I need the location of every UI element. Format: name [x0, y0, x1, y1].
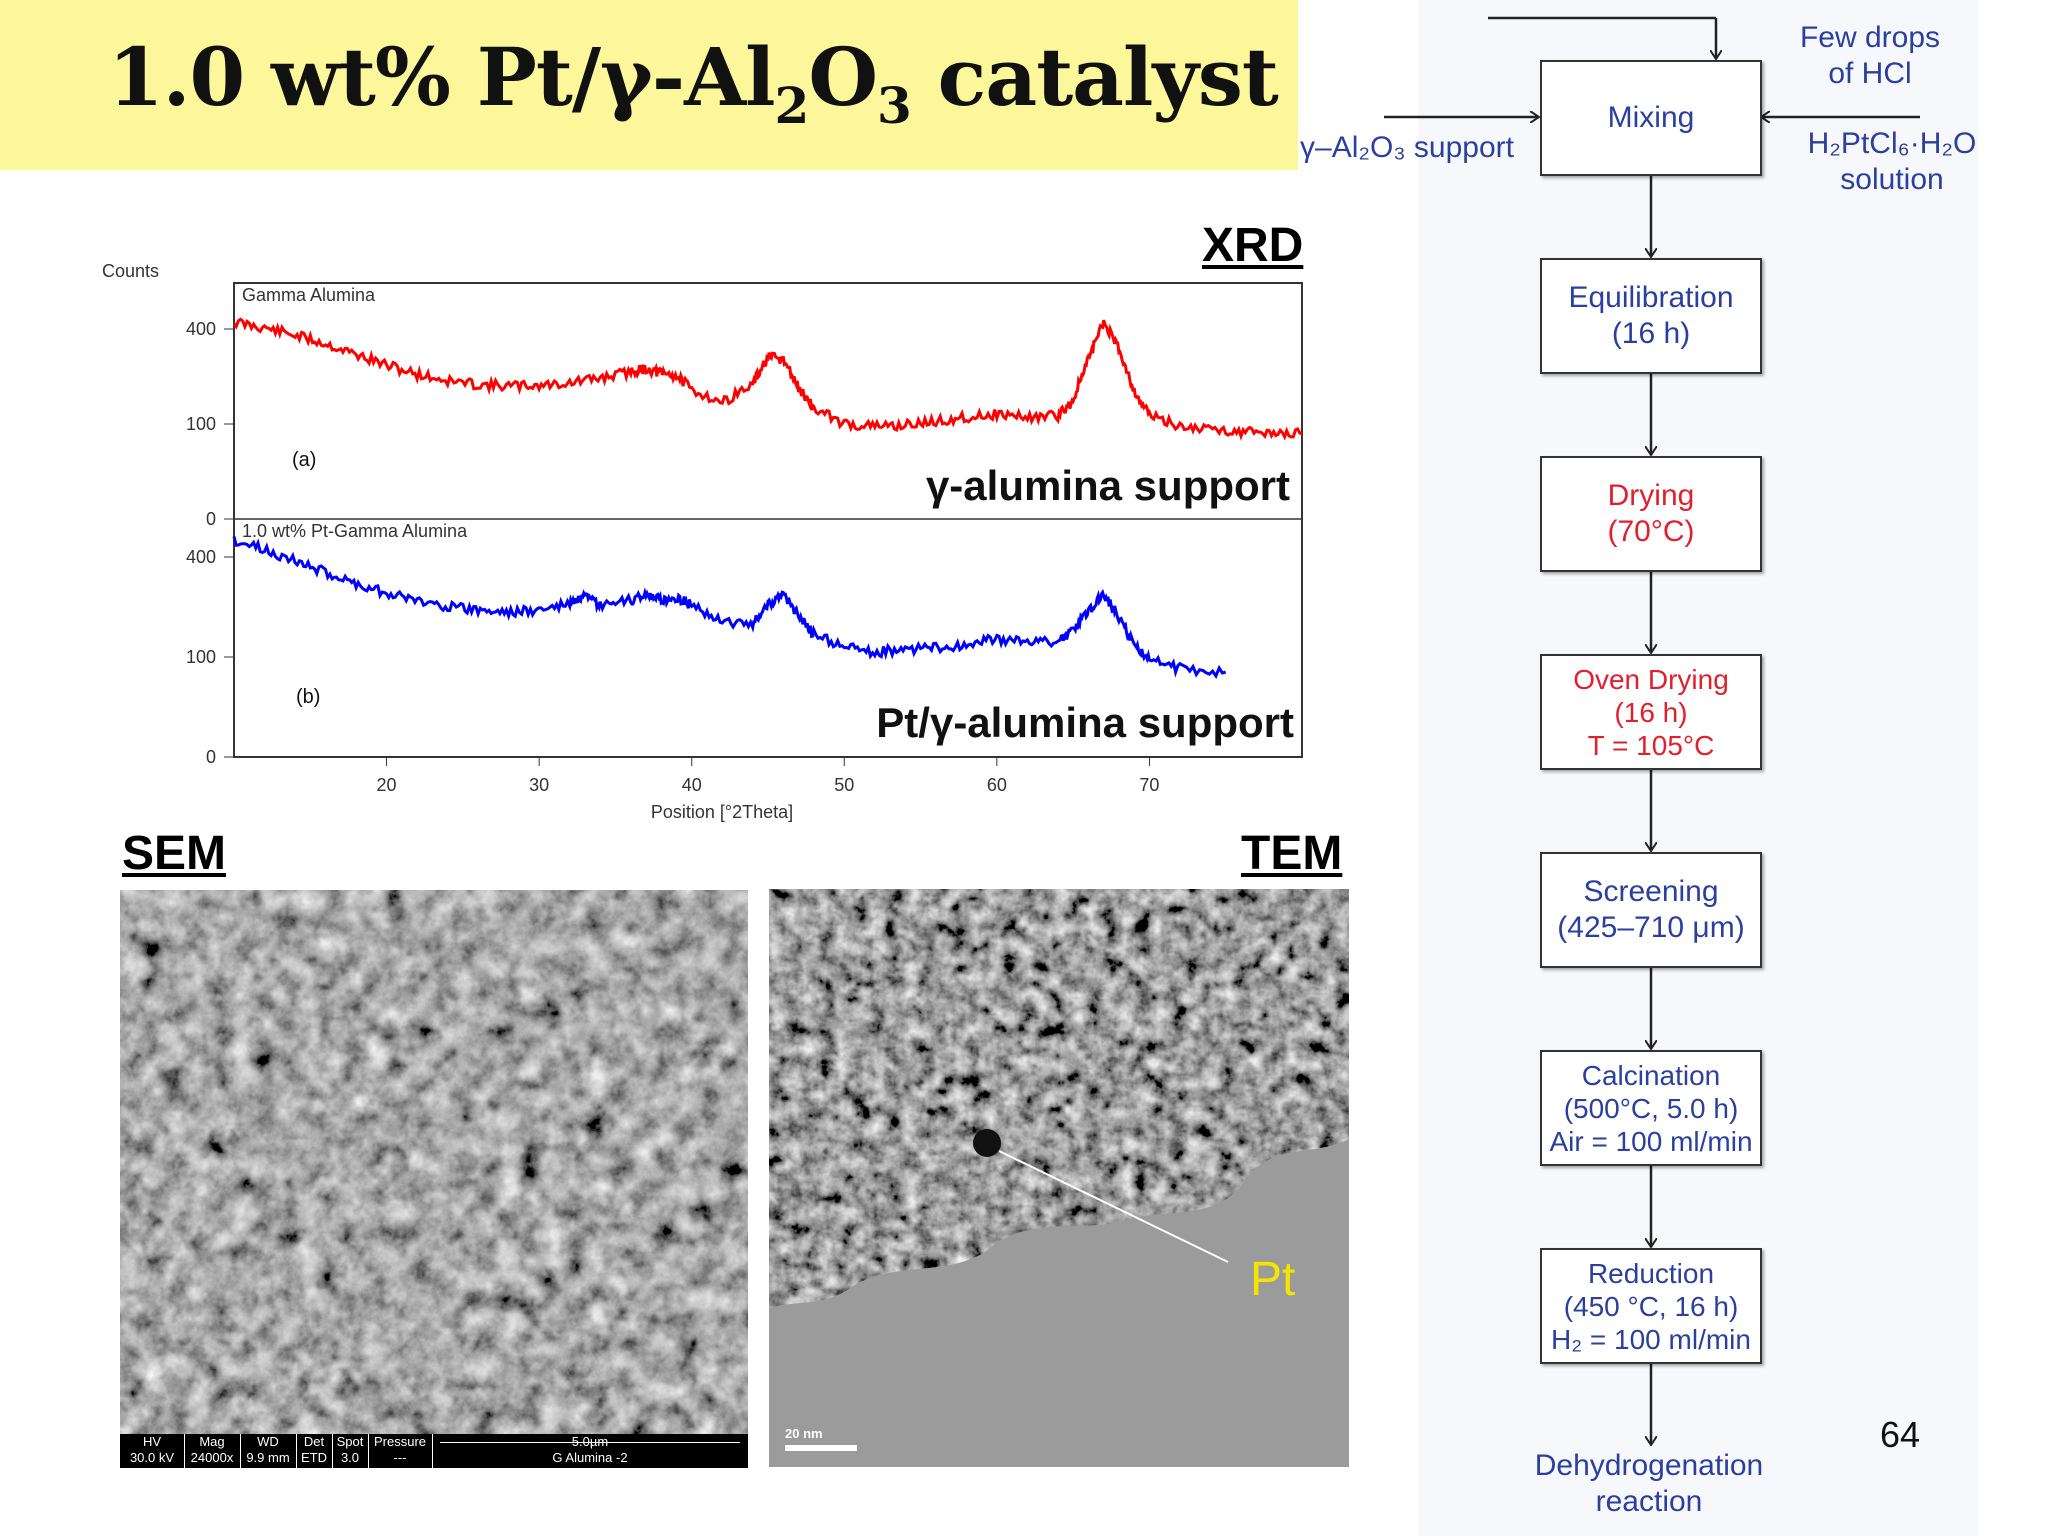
xrd-chart: Counts 400 100 0 400 100 0 20 30 40 50 60 70 … [102, 261, 1303, 822]
flow-step-2: Equilibration (16 h) [1540, 258, 1762, 374]
x-tick-50: 50 [834, 775, 854, 795]
xrd-label: XRD [1202, 219, 1304, 272]
pt-particle [973, 1129, 1001, 1157]
flow-step-1: Mixing [1540, 60, 1762, 176]
flow-step-7-line-1: Reduction [1587, 1257, 1715, 1289]
flow-step-7-line-2: (450 °C, 16 h) [1563, 1290, 1739, 1322]
sem-info-det: Det ETD [296, 1434, 333, 1468]
flow-step-4: Oven Drying (16 h) T = 105°C [1540, 654, 1762, 770]
tem-scale-bar [785, 1445, 857, 1451]
tem-texture [769, 889, 1349, 1467]
flowchart-arrows [1384, 16, 1920, 1536]
sem-scale-cell: 5.0µm G Alumina -2 [432, 1434, 748, 1468]
series-gamma-alumina [232, 317, 1303, 441]
sem-info-mag: Mag 24000x [184, 1434, 241, 1468]
page-number: 64 [1880, 1414, 1921, 1455]
flow-step-4-line-1: Oven Drying [1573, 663, 1729, 695]
x-axis-label: Position [°2Theta] [651, 802, 793, 822]
panel-a-y-axis: 400 100 0 [186, 319, 234, 529]
y-tick-a-100: 100 [186, 414, 216, 434]
flow-step-7: Reduction (450 °C, 16 h) H₂ = 100 ml/min [1540, 1248, 1762, 1364]
support-input-label: γ–Al₂O₃ support [1300, 131, 1514, 164]
pt-pointer-line [998, 1150, 1229, 1263]
sem-info-hv: HV 30.0 kV [120, 1434, 185, 1468]
title-banner [0, 0, 1298, 170]
flow-step-3-line-1: Drying [1607, 479, 1695, 512]
flow-step-3-line-2: (70°C) [1607, 515, 1695, 548]
flow-step-5-line-2: (425–710 μm) [1557, 911, 1745, 944]
panel-a-sample-name: Gamma Alumina [242, 285, 376, 305]
sem-scale-bar [440, 1442, 740, 1443]
y-tick-a-0: 0 [206, 509, 216, 529]
flow-step-2-line-1: Equilibration [1568, 281, 1734, 314]
slide-title: 1.0 wt% Pt/γ-Al2O3 catalyst [108, 30, 1279, 135]
x-tick-40: 40 [682, 775, 702, 795]
flow-final-label: Dehydrogenation reaction [1534, 1449, 1764, 1518]
sem-info-bar: HV 30.0 kV Mag 24000x WD 9.9 mm Det ETD Spot… [120, 1434, 748, 1468]
sem-info-wd: WD 9.9 mm [240, 1434, 297, 1468]
flow-step-6: Calcination (500°C, 5.0 h) Air = 100 ml/mi… [1540, 1050, 1762, 1166]
x-tick-30: 30 [529, 775, 549, 795]
sem-sample-text: G Alumina -2 [552, 1450, 628, 1465]
panel-a-caption: γ-alumina support [926, 462, 1290, 509]
panel-b-tag: (b) [296, 686, 320, 708]
sem-image: HV 30.0 kV Mag 24000x WD 9.9 mm Det ETD Spot… [120, 890, 748, 1468]
tem-label: TEM [1241, 827, 1343, 880]
y-tick-b-0: 0 [206, 747, 216, 767]
flow-step-7-line-3: H₂ = 100 ml/min [1551, 1323, 1751, 1355]
panel-b-caption: Pt/γ-alumina support [876, 699, 1294, 746]
flow-step-6-line-1: Calcination [1581, 1059, 1721, 1091]
sem-scale-text: 5.0µm [571, 1434, 609, 1449]
sem-label: SEM [122, 827, 227, 880]
sem-info-spot: Spot 3.0 [332, 1434, 369, 1468]
flow-step-2-line-2: (16 h) [1611, 317, 1691, 350]
flow-step-4-line-2: (16 h) [1614, 696, 1688, 728]
series-pt-gamma-alumina [232, 536, 1227, 680]
flow-step-5: Screening (425–710 μm) [1540, 852, 1762, 968]
flow-step-4-line-3: T = 105°C [1587, 729, 1715, 761]
panel-a-tag: (a) [292, 449, 316, 471]
y-tick-b-100: 100 [186, 647, 216, 667]
y-tick-a-400: 400 [186, 319, 216, 339]
y-tick-b-400: 400 [186, 547, 216, 567]
panel-b-y-axis: 400 100 0 [186, 547, 234, 767]
sem-info-pressure: Pressure --- [368, 1434, 433, 1468]
flow-step-5-line-1: Screening [1583, 875, 1719, 908]
flow-step-1-line-1: Mixing [1607, 101, 1695, 134]
flow-step-3: Drying (70°C) [1540, 456, 1762, 572]
solution-input-label: H₂PtCl₆·H₂O solution [1807, 127, 1977, 196]
x-tick-20: 20 [377, 775, 397, 795]
x-tick-70: 70 [1139, 775, 1159, 795]
counts-label: Counts [102, 261, 159, 281]
x-axis: 20 30 40 50 60 70 [377, 757, 1159, 795]
hcl-input-label: Few drops of HCl [1799, 21, 1941, 90]
sem-texture [120, 890, 748, 1468]
flow-step-6-line-2: (500°C, 5.0 h) [1563, 1092, 1739, 1124]
flow-step-6-line-3: Air = 100 ml/min [1549, 1125, 1753, 1157]
tem-scale-label: 20 nm [785, 1426, 823, 1441]
x-tick-60: 60 [987, 775, 1007, 795]
tem-image: 20 nm [769, 889, 1349, 1467]
pt-label: Pt [1250, 1253, 1296, 1306]
panel-b-sample-name: 1.0 wt% Pt-Gamma Alumina [242, 521, 468, 541]
